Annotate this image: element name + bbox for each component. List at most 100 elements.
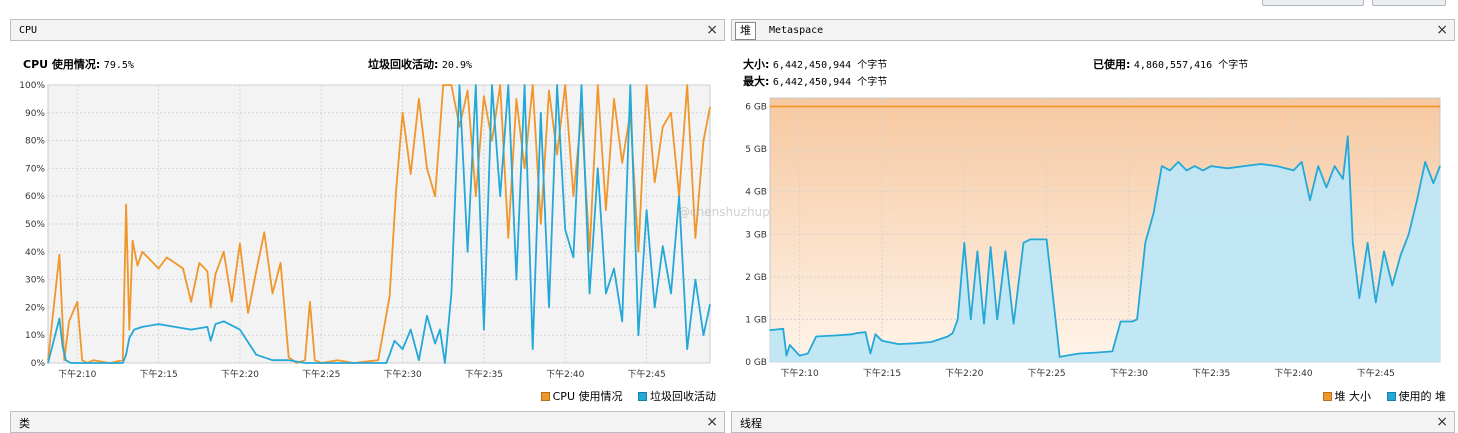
heap-panel-tab[interactable]: 堆 Metaspace × [731, 19, 1455, 41]
data-point [769, 329, 771, 331]
data-point [1358, 297, 1360, 299]
data-point [515, 279, 518, 281]
data-point [1202, 169, 1204, 171]
y-tick-label: 100% [19, 81, 45, 91]
data-point [125, 203, 127, 206]
heap-max-stat: 最大: 6,442,450,944 个字节 [743, 73, 887, 89]
heap-panel: 堆 Metaspace × 大小: 6,442,450,944 个字节 最大: … [731, 19, 1455, 407]
x-tick-label: 下午2:35 [465, 368, 503, 380]
data-point [976, 250, 979, 252]
data-point [1136, 318, 1138, 321]
threads-panel-tab[interactable]: 线程 × [731, 411, 1455, 433]
y-tick-label: 10% [25, 331, 45, 341]
tab-threads: 线程 [740, 417, 762, 430]
data-point [499, 84, 501, 86]
data-point [1347, 135, 1349, 137]
heap-used-value: 4,860,557,416 个字节 [1133, 60, 1249, 71]
x-tick-label: 下午2:30 [1110, 367, 1148, 379]
data-point [81, 359, 83, 361]
y-tick-label: 20% [25, 303, 45, 313]
data-point [970, 318, 972, 321]
data-point [637, 334, 640, 336]
data-point [580, 84, 583, 86]
data-point [694, 279, 696, 281]
close-icon[interactable]: × [1436, 22, 1448, 38]
data-point [418, 98, 420, 100]
classes-panel-tab[interactable]: 类 × [10, 411, 725, 433]
data-point [166, 256, 168, 258]
data-point [149, 259, 152, 261]
data-point [815, 335, 817, 338]
data-point [996, 318, 998, 321]
data-point [769, 105, 771, 108]
data-point [1029, 238, 1031, 240]
data-point [515, 98, 518, 100]
close-icon[interactable]: × [706, 22, 718, 38]
data-point [662, 126, 664, 128]
data-point [141, 251, 143, 253]
data-point [141, 326, 143, 328]
data-point [662, 245, 664, 247]
cpu-panel-tab[interactable]: CPU × [10, 19, 725, 41]
data-point [1439, 165, 1441, 167]
data-point [131, 240, 134, 242]
data-point [214, 323, 217, 325]
heap-used-stat: 已使用: 4,860,557,416 个字节 [1093, 56, 1248, 72]
data-point [1045, 238, 1048, 240]
cpu-swatch [540, 392, 550, 401]
data-point [686, 348, 688, 350]
data-point [434, 342, 436, 345]
data-point [450, 84, 452, 86]
data-point [645, 209, 648, 211]
y-tick-label: 4 GB [745, 188, 767, 198]
legend-label-used-heap: 使用的 堆 [1398, 390, 1447, 403]
data-point [702, 140, 705, 142]
x-tick-label: 下午2:20 [221, 368, 259, 380]
data-point [523, 167, 526, 169]
data-point [1004, 250, 1007, 252]
data-point [613, 267, 615, 270]
data-point [1194, 165, 1196, 167]
close-icon[interactable]: × [1436, 414, 1448, 430]
data-point [1309, 199, 1311, 201]
y-tick-label: 0% [31, 359, 46, 369]
legend-item-used-heap: 使用的 堆 [1386, 390, 1447, 403]
data-point [1059, 356, 1061, 358]
close-icon[interactable]: × [706, 414, 718, 430]
data-point [1399, 254, 1402, 257]
data-point [1013, 323, 1015, 325]
data-point [1366, 242, 1369, 244]
data-point [439, 329, 441, 331]
data-point [271, 359, 274, 361]
data-point [206, 270, 209, 272]
data-point [789, 344, 791, 346]
data-point [434, 195, 436, 197]
data-point [532, 348, 534, 350]
top-button-2[interactable] [1372, 0, 1446, 6]
data-point [807, 352, 809, 355]
data-point [963, 242, 965, 244]
data-point [314, 359, 316, 361]
top-button-1[interactable] [1262, 0, 1364, 6]
data-point [385, 362, 387, 364]
data-point [572, 195, 574, 197]
data-point [556, 84, 558, 86]
data-point [58, 253, 60, 256]
x-tick-label: 下午2:25 [302, 368, 340, 380]
data-point [210, 340, 212, 342]
series-area-1 [770, 136, 1440, 362]
data-point [401, 112, 404, 114]
data-point [263, 231, 265, 233]
data-point [491, 140, 493, 142]
data-point [499, 195, 501, 197]
tab-heap[interactable]: 堆 [735, 22, 756, 40]
data-point [1243, 165, 1245, 167]
data-point [670, 292, 672, 295]
data-point [231, 301, 233, 303]
tab-metaspace[interactable]: Metaspace [769, 25, 824, 36]
data-point [1334, 165, 1336, 167]
heap-chart: 0 GB 1 GB 2 GB 3 GB 4 GB 5 GB 6 GB 下午2:10 下午2:15… [745, 97, 1441, 379]
data-point [65, 359, 67, 361]
data-point [122, 362, 124, 364]
data-point [856, 332, 858, 334]
